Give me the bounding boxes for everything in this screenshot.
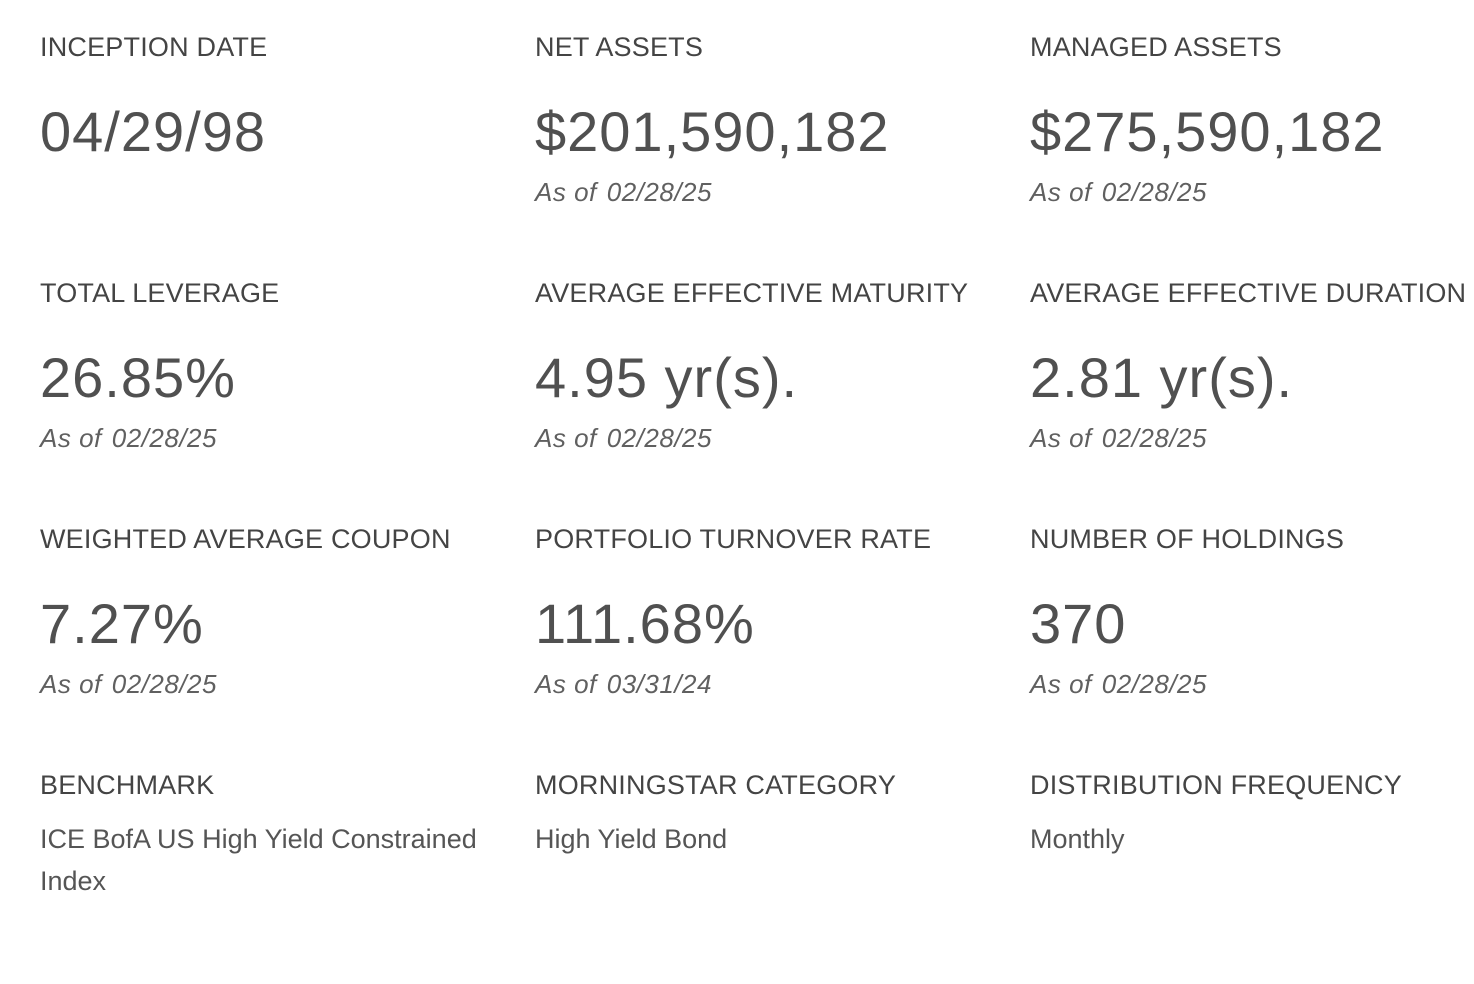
as-of-prefix: As of xyxy=(1030,177,1092,207)
stat-value: 7.27% xyxy=(40,592,204,655)
facts-row-2: TOTAL LEVERAGE 26.85% As of 02/28/25 AVER… xyxy=(40,246,1474,492)
stat-as-of: As of 03/31/24 xyxy=(535,668,712,700)
stat-value: $275,590,182 xyxy=(1030,100,1385,163)
detail-label: DISTRIBUTION FREQUENCY xyxy=(1030,770,1402,800)
facts-row-3: WEIGHTED AVERAGE COUPON 7.27% As of 02/28… xyxy=(40,492,1474,738)
stat-value: 370 xyxy=(1030,592,1127,655)
as-of-prefix: As of xyxy=(1030,423,1092,453)
as-of-prefix: As of xyxy=(40,423,102,453)
stat-value: 26.85% xyxy=(40,346,236,409)
stat-as-of: As of 02/28/25 xyxy=(1030,422,1207,454)
detail-label: BENCHMARK xyxy=(40,770,215,800)
stat-value: $201,590,182 xyxy=(535,100,890,163)
stat-label: INCEPTION DATE xyxy=(40,32,268,62)
as-of-date: 02/28/25 xyxy=(1101,177,1207,207)
as-of-date: 02/28/25 xyxy=(1101,669,1207,699)
as-of-date: 02/28/25 xyxy=(606,177,712,207)
as-of-prefix: As of xyxy=(535,669,597,699)
as-of-prefix: As of xyxy=(40,669,102,699)
as-of-date: 03/31/24 xyxy=(606,669,712,699)
stat-label: NET ASSETS xyxy=(535,32,704,62)
stat-label: TOTAL LEVERAGE xyxy=(40,278,280,308)
stat-as-of: As of 02/28/25 xyxy=(535,422,712,454)
stat-as-of: As of 02/28/25 xyxy=(1030,668,1207,700)
stat-value: 111.68% xyxy=(535,592,755,655)
stat-label: AVERAGE EFFECTIVE DURATION xyxy=(1030,278,1467,308)
as-of-date: 02/28/25 xyxy=(111,423,217,453)
as-of-prefix: As of xyxy=(1030,669,1092,699)
as-of-date: 02/28/25 xyxy=(606,423,712,453)
stat-as-of: As of 02/28/25 xyxy=(535,176,712,208)
stat-label: PORTFOLIO TURNOVER RATE xyxy=(535,524,932,554)
stat-value: 2.81 yr(s). xyxy=(1030,346,1294,409)
as-of-date: 02/28/25 xyxy=(111,669,217,699)
facts-row-1: INCEPTION DATE 04/29/98 NET ASSETS $201,… xyxy=(40,0,1474,246)
as-of-date: 02/28/25 xyxy=(1101,423,1207,453)
stat-label: NUMBER OF HOLDINGS xyxy=(1030,524,1345,554)
fund-facts-grid: INCEPTION DATE 04/29/98 NET ASSETS $201,… xyxy=(40,0,1474,984)
stat-label: MANAGED ASSETS xyxy=(1030,32,1282,62)
stat-as-of: As of 02/28/25 xyxy=(1030,176,1207,208)
stat-value: 4.95 yr(s). xyxy=(535,346,799,409)
detail-value: Monthly xyxy=(1030,824,1125,854)
as-of-prefix: As of xyxy=(535,177,597,207)
stat-label: WEIGHTED AVERAGE COUPON xyxy=(40,524,451,554)
stat-value: 04/29/98 xyxy=(40,100,266,163)
detail-label: MORNINGSTAR CATEGORY xyxy=(535,770,897,800)
as-of-prefix: As of xyxy=(535,423,597,453)
stat-as-of: As of 02/28/25 xyxy=(40,422,217,454)
stat-as-of: As of 02/28/25 xyxy=(40,668,217,700)
stat-label: AVERAGE EFFECTIVE MATURITY xyxy=(535,278,969,308)
detail-value: ICE BofA US High Yield Constrained Index xyxy=(40,824,477,896)
detail-value: High Yield Bond xyxy=(535,824,728,854)
facts-row-4: BENCHMARK ICE BofA US High Yield Constra… xyxy=(40,738,1474,984)
